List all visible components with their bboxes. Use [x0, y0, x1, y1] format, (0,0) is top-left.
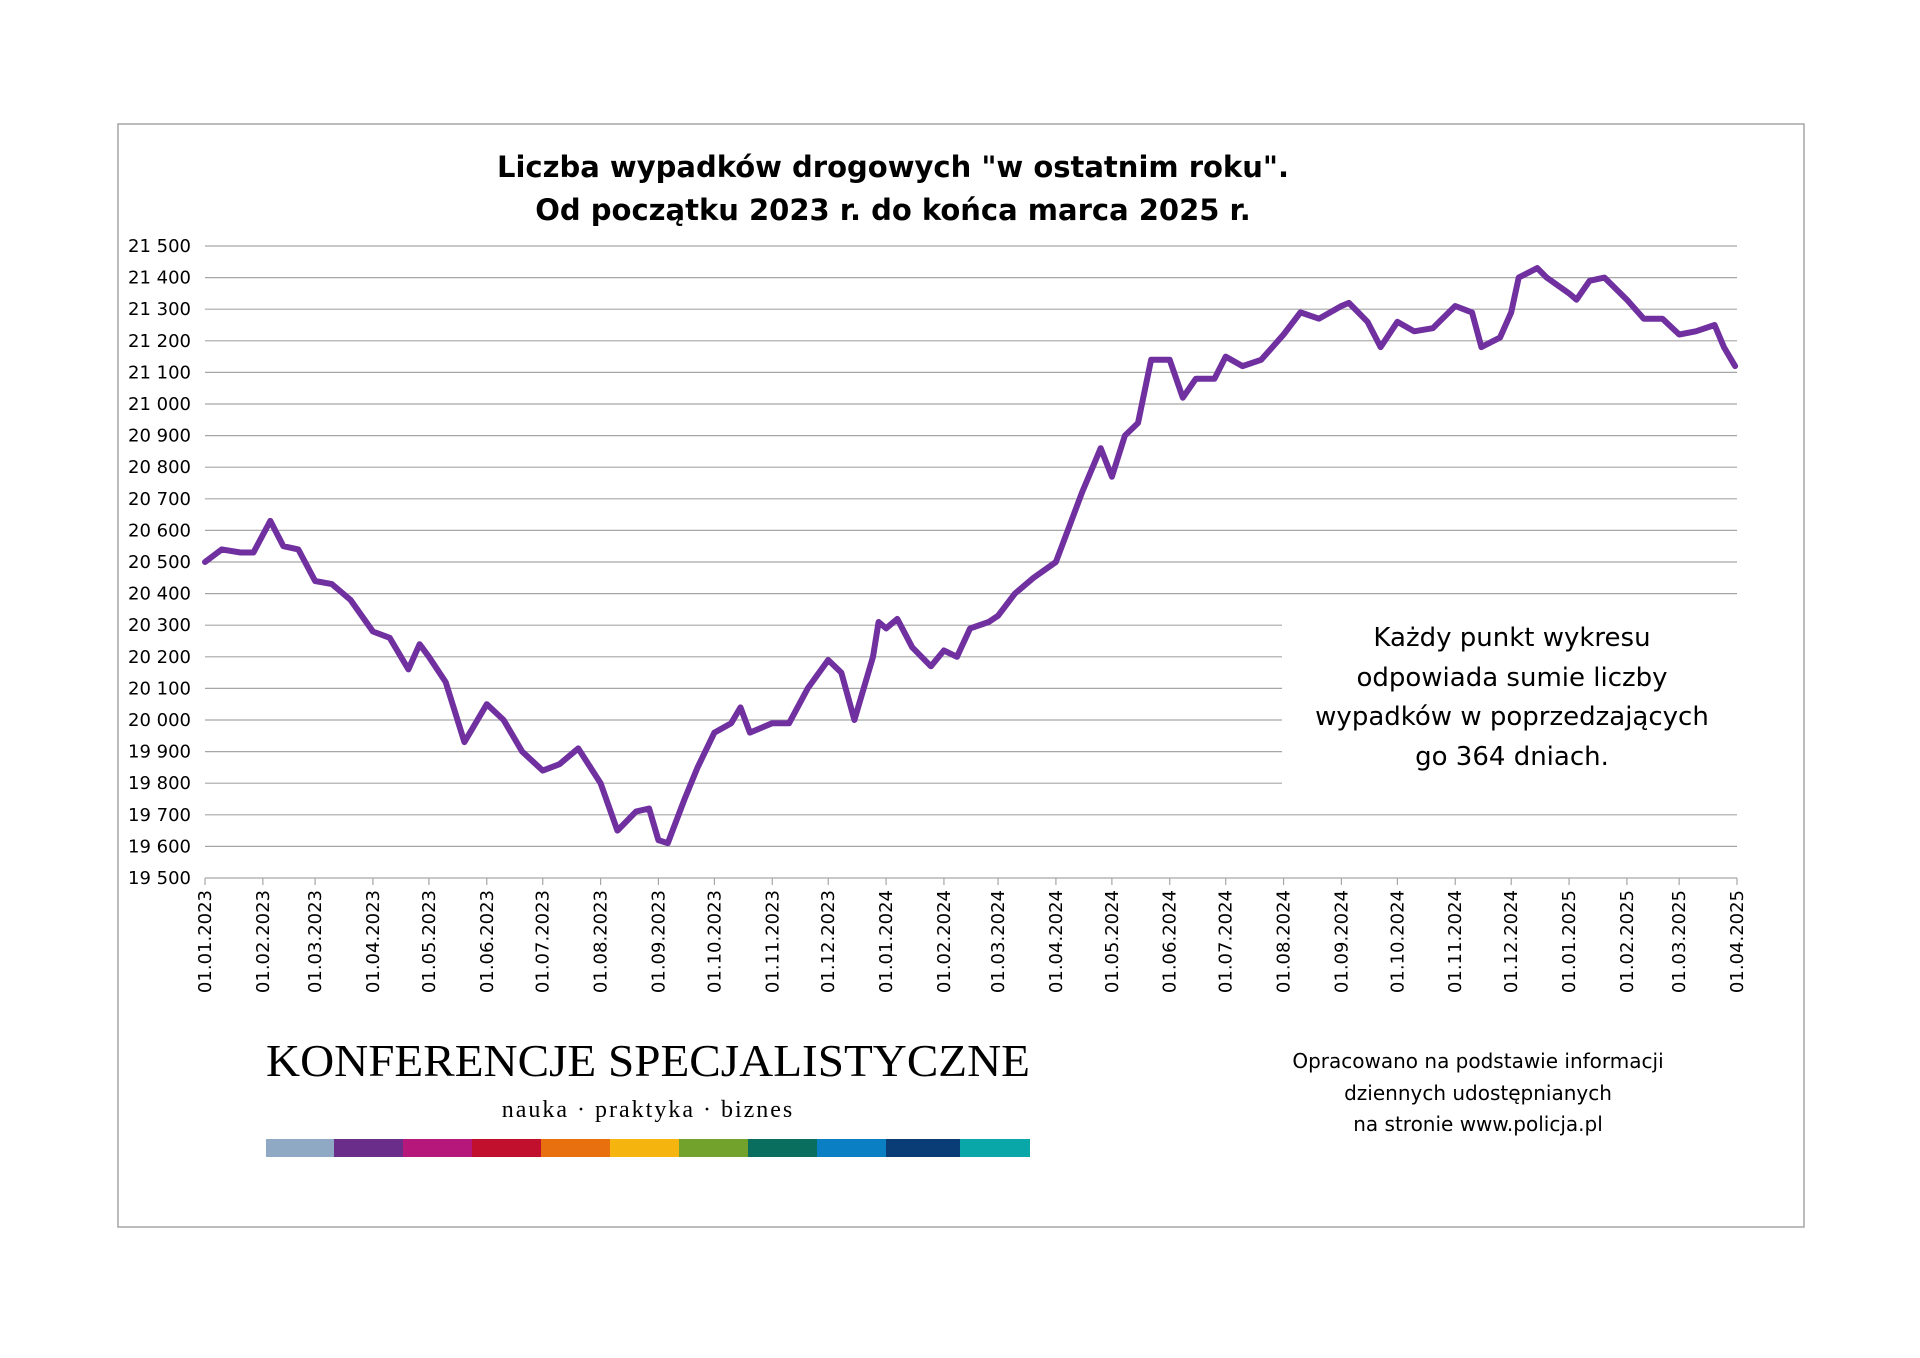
x-tick-label: 01.02.2025	[1617, 890, 1638, 993]
x-tick-label: 01.09.2023	[648, 890, 669, 993]
plot	[202, 265, 1739, 847]
y-tick-label: 19 800	[128, 773, 191, 794]
y-tick-label: 20 000	[128, 710, 191, 731]
color-segment	[817, 1139, 886, 1157]
y-tick-label: 20 300	[128, 615, 191, 636]
annotation-line: odpowiada sumie liczby	[1356, 663, 1667, 693]
y-tick-label: 20 500	[128, 552, 191, 573]
x-tick-label: 01.02.2023	[253, 890, 274, 993]
x-tick-label: 01.04.2025	[1727, 890, 1748, 993]
chart-title: Od początku 2023 r. do końca marca 2025 …	[535, 193, 1250, 227]
y-tick-label: 21 100	[128, 362, 191, 383]
x-tick-label: 01.07.2023	[533, 890, 554, 993]
color-segment	[403, 1139, 472, 1157]
annotation-line: wypadków w poprzedzających	[1315, 702, 1709, 732]
color-segment	[266, 1139, 334, 1157]
color-segment	[960, 1139, 1030, 1157]
x-tick-label: 01.04.2024	[1046, 890, 1067, 993]
color-segment	[679, 1139, 748, 1157]
color-segment	[886, 1139, 960, 1157]
logo-tagline: nauka · praktyka · biznes	[502, 1097, 795, 1123]
y-tick-label: 21 000	[128, 394, 191, 415]
x-tick-label: 01.01.2024	[876, 890, 897, 993]
x-tick-label: 01.08.2024	[1274, 890, 1295, 993]
color-segment	[472, 1139, 541, 1157]
color-segment	[610, 1139, 679, 1157]
chart-title: Liczba wypadków drogowych "w ostatnim ro…	[497, 150, 1289, 184]
y-tick-label: 20 100	[128, 678, 191, 699]
color-segment	[541, 1139, 610, 1157]
x-tick-label: 01.12.2023	[818, 890, 839, 993]
x-tick-label: 01.03.2025	[1669, 890, 1690, 993]
y-tick-label: 20 800	[128, 457, 191, 478]
x-tick-label: 01.02.2024	[934, 890, 955, 993]
x-tick-label: 01.10.2024	[1387, 890, 1408, 993]
x-tick-label: 01.05.2024	[1102, 890, 1123, 993]
logo-name: KONFERENCJE SPECJALISTYCZNE	[266, 1035, 1030, 1086]
y-tick-label: 20 400	[128, 584, 191, 605]
annotation-box	[1282, 612, 1737, 786]
y-tick-label: 21 300	[128, 299, 191, 320]
x-tick-label: 01.11.2024	[1445, 890, 1466, 993]
y-tick-label: 20 200	[128, 647, 191, 668]
y-tick-label: 21 200	[128, 331, 191, 352]
y-tick-label: 20 700	[128, 489, 191, 510]
x-tick-label: 01.01.2023	[195, 890, 216, 993]
color-segment	[334, 1139, 403, 1157]
annotation-line: go 364 dniach.	[1415, 742, 1609, 772]
x-tick-label: 01.03.2024	[988, 890, 1009, 993]
data-line	[202, 265, 1739, 847]
y-tick-label: 19 500	[128, 868, 191, 889]
source-line: dziennych udostępnianych	[1344, 1081, 1612, 1105]
y-tick-label: 20 900	[128, 426, 191, 447]
x-tick-label: 01.09.2024	[1331, 890, 1352, 993]
source: Opracowano na podstawie informacji dzien…	[1292, 1049, 1663, 1136]
y-tick-label: 21 400	[128, 268, 191, 289]
source-line: na stronie www.policja.pl	[1353, 1112, 1603, 1136]
x-tick-label: 01.12.2024	[1501, 890, 1522, 993]
y-tick-label: 21 500	[128, 236, 191, 257]
x-tick-label: 01.06.2023	[477, 890, 498, 993]
y-tick-label: 20 600	[128, 520, 191, 541]
annotation: Każdy punkt wykresu odpowiada sumie licz…	[1315, 623, 1709, 772]
x-tick-label: 01.07.2024	[1216, 890, 1237, 993]
source-line: Opracowano na podstawie informacji	[1292, 1049, 1663, 1073]
x-tick-label: 01.10.2023	[704, 890, 725, 993]
logo-color-bar	[266, 1139, 1030, 1157]
x-tick-label: 01.08.2023	[591, 890, 612, 993]
x-tick-label: 01.05.2023	[419, 890, 440, 993]
annotation-line: Każdy punkt wykresu	[1373, 623, 1650, 653]
y-tick-label: 19 600	[128, 836, 191, 857]
y-tick-label: 19 900	[128, 742, 191, 763]
x-tick-label: 01.01.2025	[1559, 890, 1580, 993]
x-tick-label: 01.06.2024	[1160, 890, 1181, 993]
y-tick-label: 19 700	[128, 805, 191, 826]
x-tick-label: 01.04.2023	[363, 890, 384, 993]
x-tick-label: 01.11.2023	[762, 890, 783, 993]
x-tick-label: 01.03.2023	[305, 890, 326, 993]
color-segment	[748, 1139, 817, 1157]
